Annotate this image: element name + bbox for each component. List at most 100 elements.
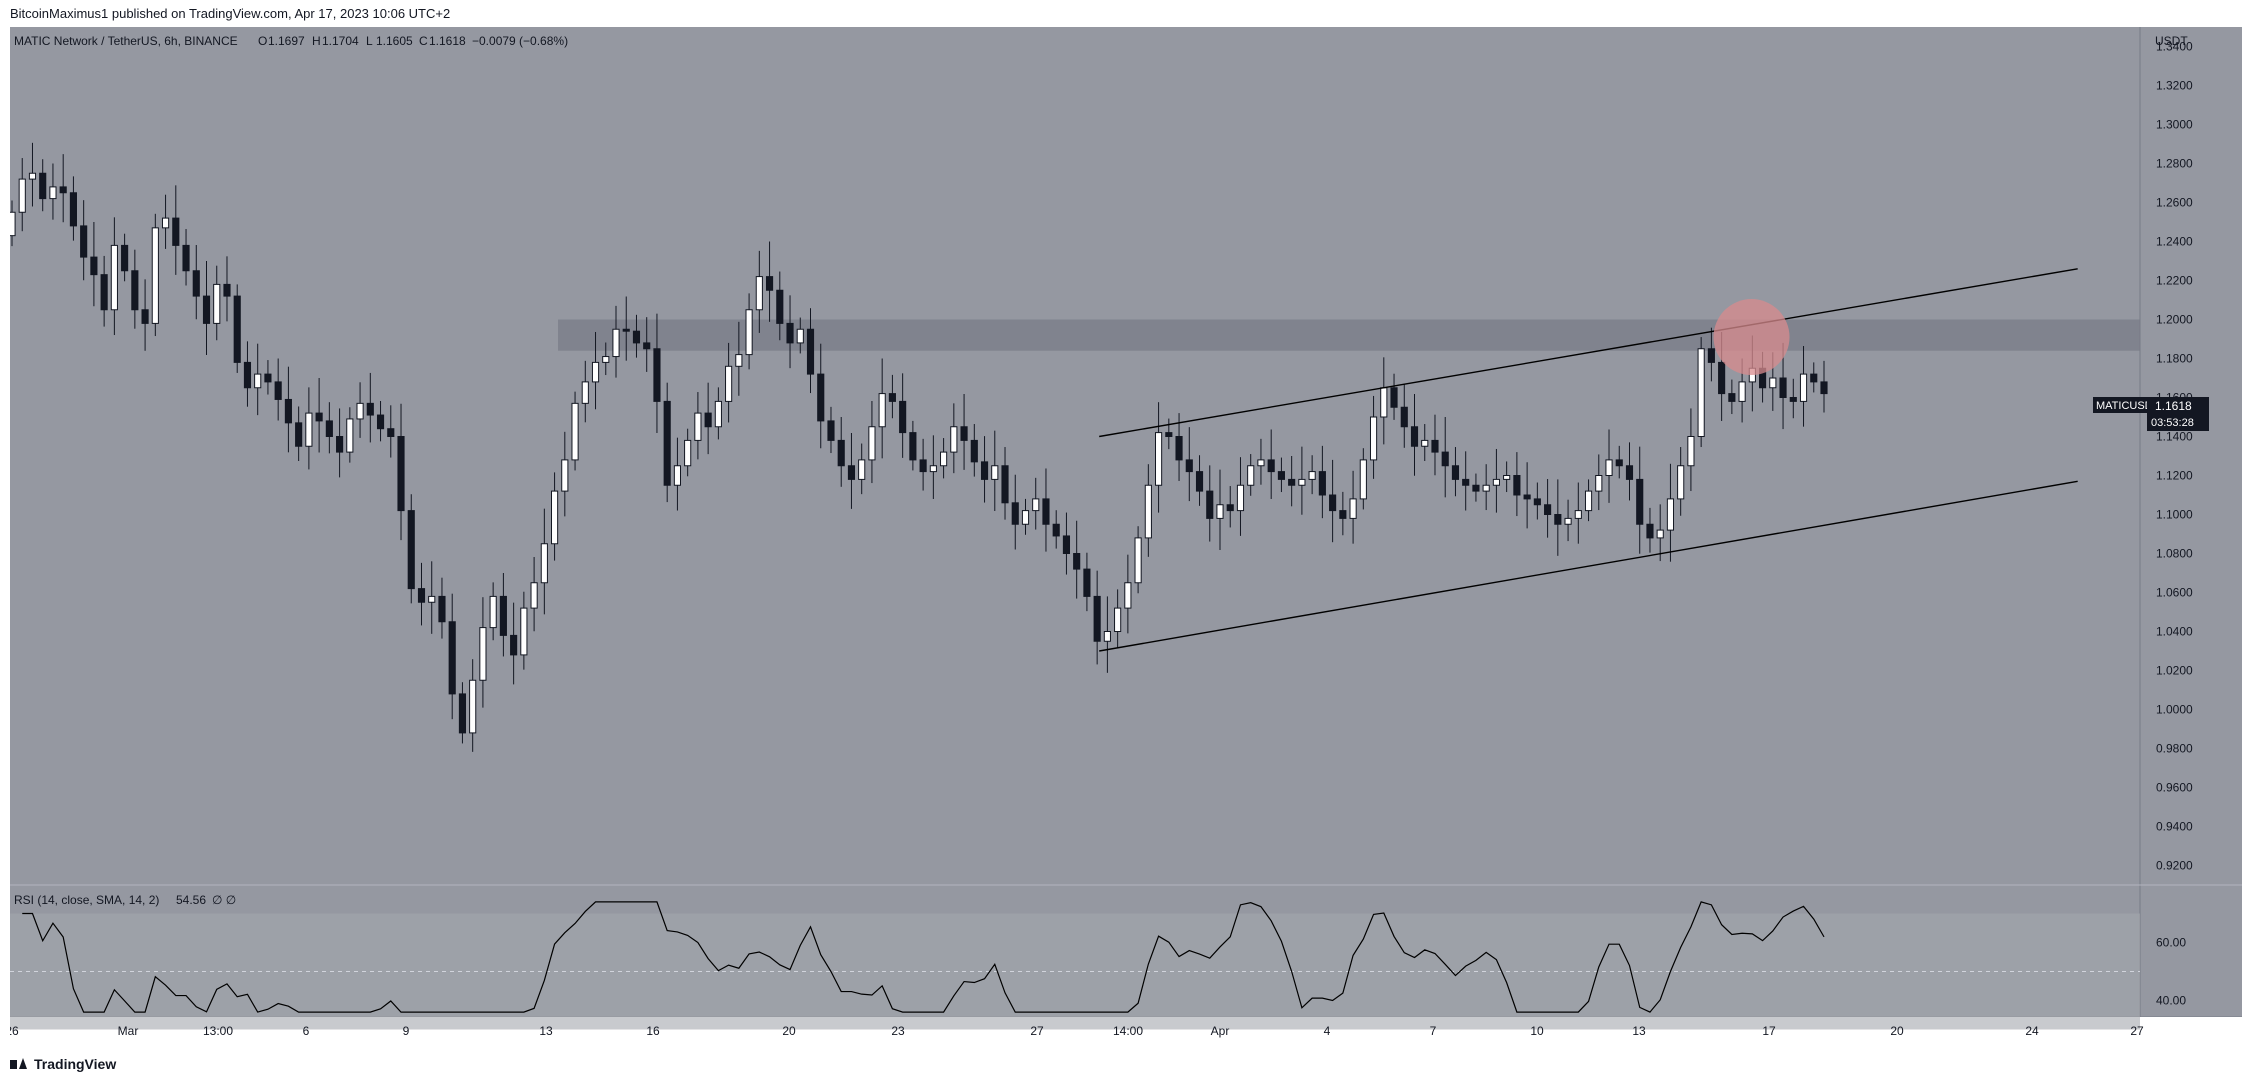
candle-down xyxy=(1544,504,1552,515)
candle-down xyxy=(1329,494,1337,512)
candle-down xyxy=(121,244,129,272)
candle-down xyxy=(325,420,333,437)
price-axis-background xyxy=(2140,27,2242,1017)
candle-down xyxy=(1533,498,1541,506)
price-axis-tick: 1.3000 xyxy=(2156,118,2193,132)
candle-down xyxy=(970,439,978,463)
candle-down xyxy=(1779,377,1787,398)
candle-down xyxy=(1011,502,1019,525)
candle-down xyxy=(1277,471,1285,480)
candle-up xyxy=(213,283,221,324)
time-axis-tick: 14:00 xyxy=(1113,1024,1143,1038)
candle-up xyxy=(581,381,589,404)
symbol-tag-background xyxy=(2093,397,2147,413)
legend-ohlc: O 1.1697 H 1.1704 L 1.1605 C 1.1618 −0.0… xyxy=(258,34,568,48)
price-axis-tick: 1.0400 xyxy=(2156,625,2193,639)
candle-down xyxy=(1810,373,1818,383)
candle-up xyxy=(18,178,26,213)
candle-down xyxy=(1390,387,1398,408)
candle-up xyxy=(673,465,681,486)
candle-down xyxy=(817,373,825,422)
time-axis-labels: 26 Mar 13:00 6 9 13 16 20 23 27 14:00 Apr 4 7 10 13 17 20… xyxy=(10,1024,2144,1038)
channel-upper-line xyxy=(1099,268,2078,438)
price-axis-tick: 1.2600 xyxy=(2156,196,2193,210)
candle-down xyxy=(837,439,845,467)
candle-down xyxy=(1226,504,1234,512)
candle-up xyxy=(1257,459,1265,467)
candle-up xyxy=(469,679,477,734)
candle-up xyxy=(1677,465,1685,500)
candle-down xyxy=(1185,459,1193,473)
rsi-legend-label: RSI (14, close, SMA, 14, 2) xyxy=(14,893,159,907)
candle-down xyxy=(888,393,896,402)
candle-down xyxy=(765,276,774,291)
time-axis-tick: 10 xyxy=(1530,1024,1544,1038)
candle-down xyxy=(100,274,108,311)
legend-symbol: MATIC Network / TetherUS, 6h, BINANCE xyxy=(14,34,238,48)
candle-up xyxy=(1021,510,1030,525)
candle-down xyxy=(202,295,211,324)
candle-down xyxy=(397,436,405,512)
price-axis-tick: 1.2200 xyxy=(2156,274,2193,288)
candle-up xyxy=(1697,348,1705,437)
candle-down xyxy=(632,330,641,344)
candle-down xyxy=(336,436,344,453)
candle-up xyxy=(878,393,886,428)
candle-down xyxy=(243,361,252,389)
time-axis-tick: 27 xyxy=(2130,1024,2144,1038)
candle-down xyxy=(1789,397,1797,402)
price-axis-tick: 1.2400 xyxy=(2156,235,2193,249)
candle-up xyxy=(991,465,999,480)
legend-open-value: 1.1697 xyxy=(268,34,305,48)
candle-up xyxy=(161,217,170,229)
candle-down xyxy=(1431,439,1439,453)
candle-up xyxy=(1380,387,1388,418)
candle-down xyxy=(1523,494,1531,500)
price-axis-currency: USDT xyxy=(2155,34,2188,48)
candle-down xyxy=(1001,465,1009,504)
legend-close-label: C xyxy=(419,34,428,48)
candle-down xyxy=(366,402,374,416)
candle-up xyxy=(714,400,722,428)
candle-down xyxy=(1093,595,1101,642)
candle-down xyxy=(663,400,671,486)
candle-down xyxy=(182,244,190,272)
candle-up xyxy=(858,459,866,480)
time-axis-tick: 4 xyxy=(1324,1024,1331,1038)
price-axis-tick: 1.1200 xyxy=(2156,469,2193,483)
candle-down xyxy=(1820,381,1828,395)
candle-down xyxy=(264,373,272,383)
candle-down xyxy=(131,270,139,311)
price-tag-countdown: 03:53:28 xyxy=(2151,417,2194,429)
candle-up xyxy=(1247,465,1255,486)
time-axis-tick: 27 xyxy=(1030,1024,1044,1038)
candle-up xyxy=(571,402,579,461)
candle-down xyxy=(776,289,784,324)
rsi-legend-value: 54.56 xyxy=(176,893,206,907)
candle-up xyxy=(1421,439,1429,447)
candle-down xyxy=(1451,465,1460,480)
candle-down xyxy=(847,465,856,480)
price-axis-tick: 1.1000 xyxy=(2156,508,2193,522)
price-axis-tick: 1.0600 xyxy=(2156,586,2193,600)
price-chart[interactable]: 60.00 40.00 1.3400 1.3200 1.3000 1.2800 1.260… xyxy=(10,27,2242,1051)
candle-up xyxy=(1605,459,1613,476)
candle-up xyxy=(10,211,16,237)
candle-down xyxy=(1410,426,1419,447)
candle-up xyxy=(1298,478,1306,486)
candle-up xyxy=(684,439,692,467)
candle-down xyxy=(295,422,303,447)
rejection-marker-circle xyxy=(1713,299,1790,376)
candle-up xyxy=(1236,484,1245,512)
candle-down xyxy=(1718,361,1726,395)
time-axis-tick: 9 xyxy=(403,1024,410,1038)
candle-down xyxy=(1042,498,1050,525)
footer-brand: TradingView xyxy=(10,1051,310,1077)
candle-down xyxy=(1441,451,1449,467)
time-axis-tick: 20 xyxy=(782,1024,796,1038)
candle-down xyxy=(704,412,712,428)
candle-up xyxy=(591,361,600,383)
candle-up xyxy=(110,244,118,311)
rsi-axis-tick: 60.00 xyxy=(2156,936,2186,950)
candle-up xyxy=(479,627,487,681)
